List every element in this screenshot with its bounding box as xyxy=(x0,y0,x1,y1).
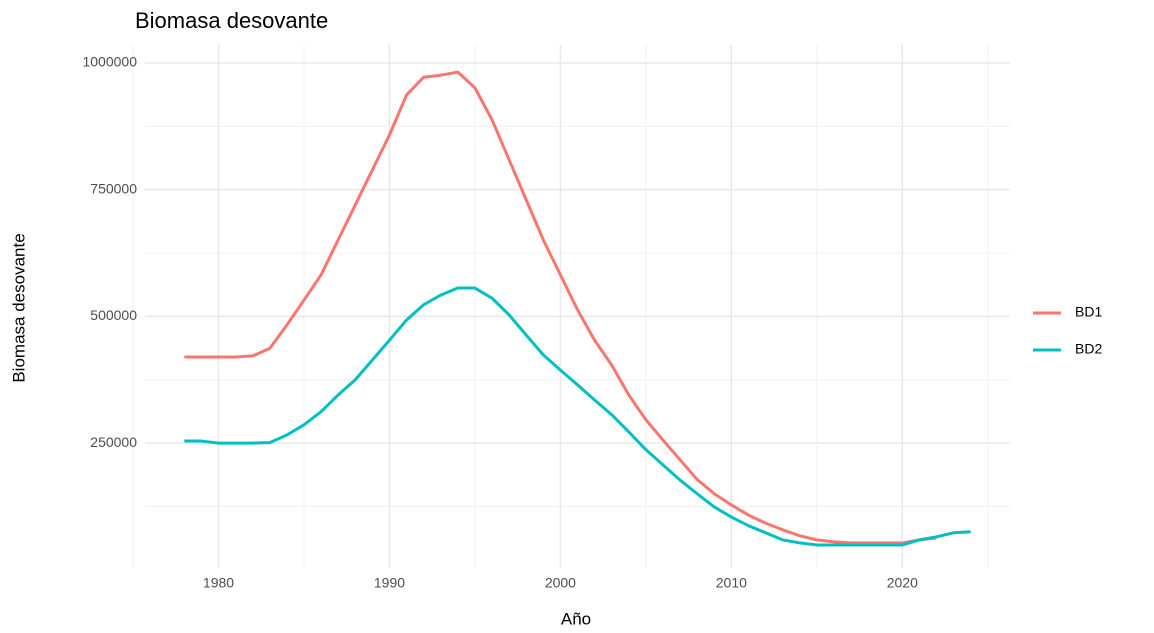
y-tick-label: 750000 xyxy=(90,180,137,196)
y-tick-label: 500000 xyxy=(90,307,137,323)
x-tick-label: 1990 xyxy=(374,575,405,591)
legend-label: BD2 xyxy=(1075,341,1102,357)
line-series xyxy=(184,286,971,547)
x-tick-label: 2000 xyxy=(545,575,576,591)
x-tick-label: 2020 xyxy=(887,575,918,591)
chart-title: Biomasa desovante xyxy=(135,8,328,33)
x-axis-title: Año xyxy=(561,609,591,628)
y-tick-label: 1000000 xyxy=(82,54,137,70)
x-tick-label: 1980 xyxy=(203,575,234,591)
x-tick-label: 2010 xyxy=(716,575,747,591)
legend-label: BD1 xyxy=(1075,304,1102,320)
y-tick-label: 250000 xyxy=(90,434,137,450)
line-series xyxy=(184,70,937,545)
y-axis-title: Biomasa desovante xyxy=(9,233,28,382)
